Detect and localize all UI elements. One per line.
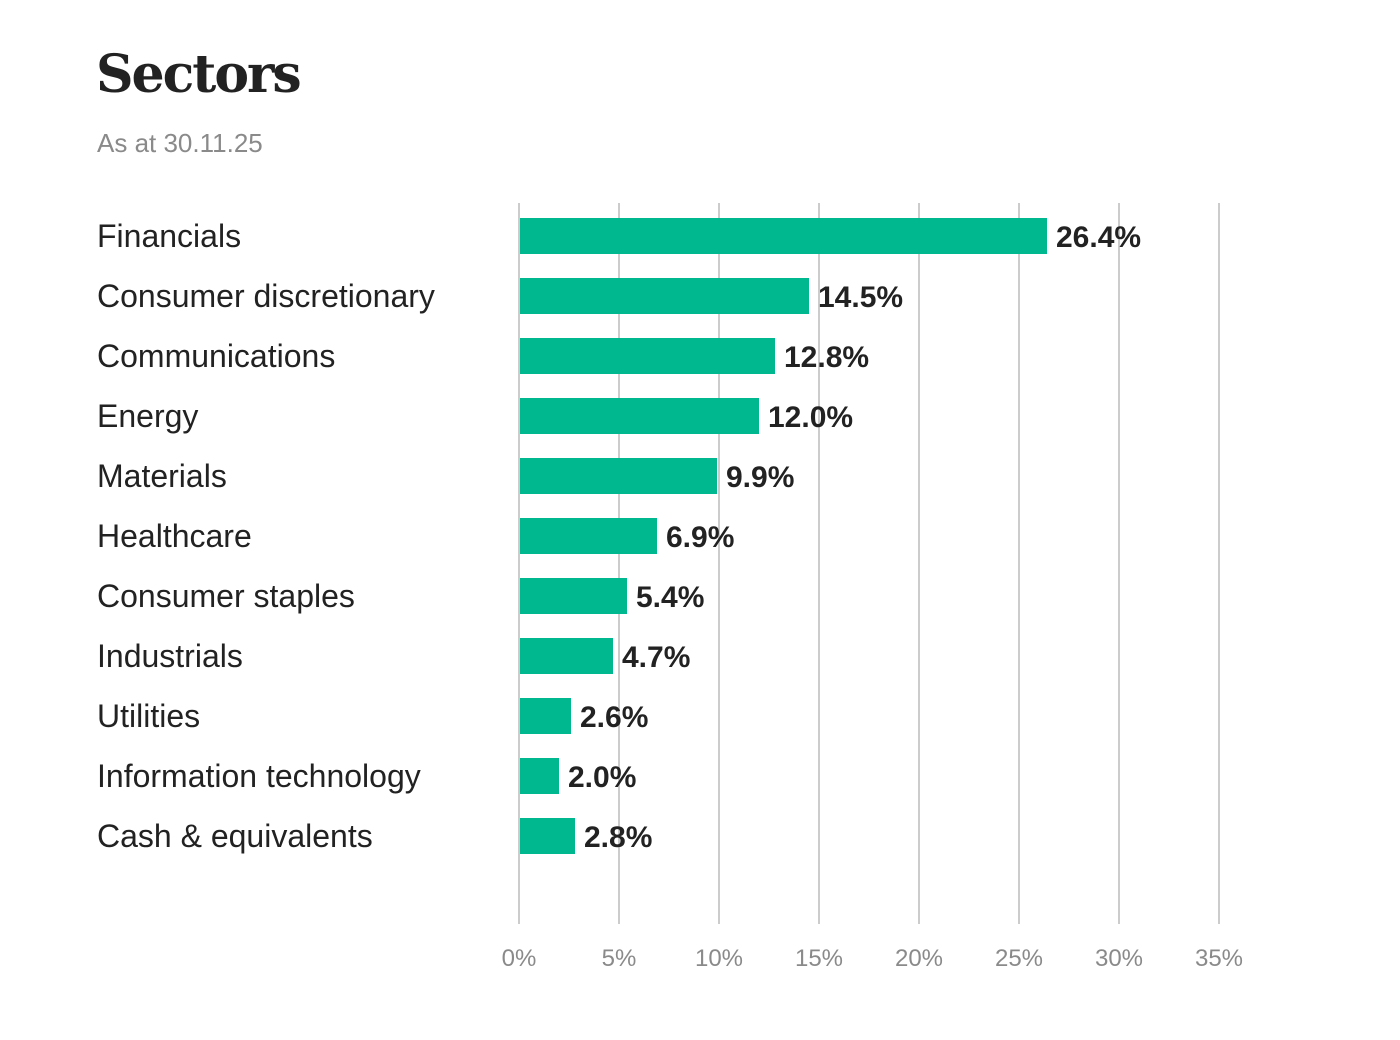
bar (520, 758, 559, 794)
x-tick-label: 30% (1095, 945, 1143, 972)
bar (520, 698, 571, 734)
bar (520, 818, 575, 854)
value-label: 14.5% (818, 281, 903, 314)
x-tick-label: 20% (895, 945, 943, 972)
value-label: 26.4% (1056, 221, 1141, 254)
chart-subtitle: As at 30.11.25 (97, 128, 263, 158)
bar (520, 638, 613, 674)
bar (520, 458, 717, 494)
category-label: Healthcare (97, 518, 252, 554)
value-label: 4.7% (622, 641, 690, 674)
value-label: 2.8% (584, 821, 652, 854)
category-label: Energy (97, 398, 198, 434)
value-label: 6.9% (666, 521, 734, 554)
bar (520, 398, 759, 434)
bar (520, 278, 809, 314)
category-label: Financials (97, 218, 241, 254)
value-label: 9.9% (726, 461, 794, 494)
bar (520, 218, 1047, 254)
value-label: 2.0% (568, 761, 636, 794)
chart-title: Sectors (96, 44, 302, 105)
bar (520, 518, 657, 554)
x-tick-label: 5% (602, 945, 637, 972)
category-label: Consumer discretionary (97, 278, 435, 314)
category-label: Utilities (97, 698, 200, 734)
category-label: Consumer staples (97, 578, 355, 614)
bar (520, 578, 627, 614)
x-tick-label: 10% (695, 945, 743, 972)
x-tick-label: 0% (502, 945, 537, 972)
value-label: 12.8% (784, 341, 869, 374)
category-label: Cash & equivalents (97, 818, 373, 854)
x-tick-label: 25% (995, 945, 1043, 972)
value-label: 2.6% (580, 701, 648, 734)
x-tick-label: 35% (1195, 945, 1243, 972)
x-tick-label: 15% (795, 945, 843, 972)
value-label: 5.4% (636, 581, 704, 614)
category-label: Industrials (97, 638, 243, 674)
category-label: Materials (97, 458, 227, 494)
bar (520, 338, 775, 374)
value-label: 12.0% (768, 401, 853, 434)
category-label: Information technology (97, 758, 421, 794)
category-label: Communications (97, 338, 335, 374)
